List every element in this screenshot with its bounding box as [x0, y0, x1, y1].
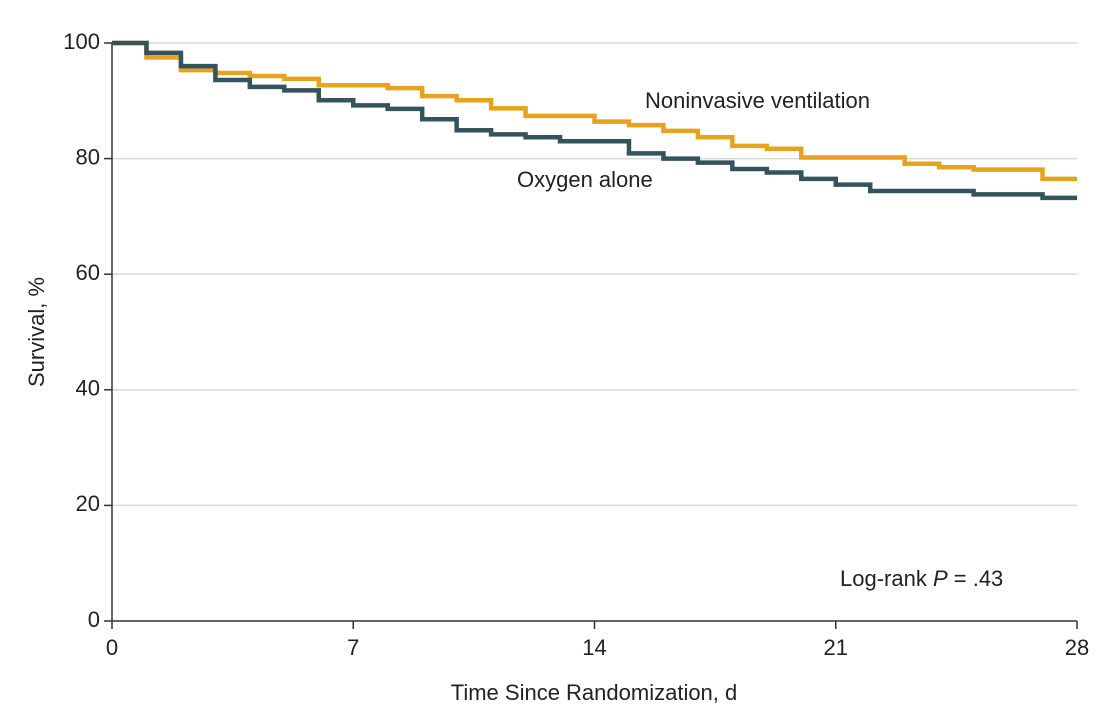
series-label: Noninvasive ventilation	[645, 88, 870, 113]
y-tick-label: 0	[88, 607, 100, 632]
annotation: Log-rank P = .43	[840, 566, 1003, 591]
y-tick-label: 60	[76, 260, 100, 285]
x-tick-label: 0	[106, 635, 118, 660]
y-axis-label: Survival, %	[24, 277, 49, 387]
y-tick-label: 40	[76, 376, 100, 401]
y-tick-label: 80	[76, 144, 100, 169]
survival-curve	[112, 40, 1077, 201]
x-axis-label: Time Since Randomization, d	[451, 680, 738, 705]
survival-curve	[112, 40, 1077, 182]
x-tick-label: 28	[1065, 635, 1089, 660]
x-tick-label: 7	[347, 635, 359, 660]
y-tick-label: 100	[63, 29, 100, 54]
y-tick-label: 20	[76, 491, 100, 516]
x-tick-label: 21	[824, 635, 848, 660]
annotation-part: = .43	[948, 566, 1004, 591]
annotation-part: P	[933, 566, 948, 591]
x-tick-label: 14	[582, 635, 606, 660]
series-label: Oxygen alone	[517, 167, 653, 192]
annotation-part: Log-rank	[840, 566, 933, 591]
